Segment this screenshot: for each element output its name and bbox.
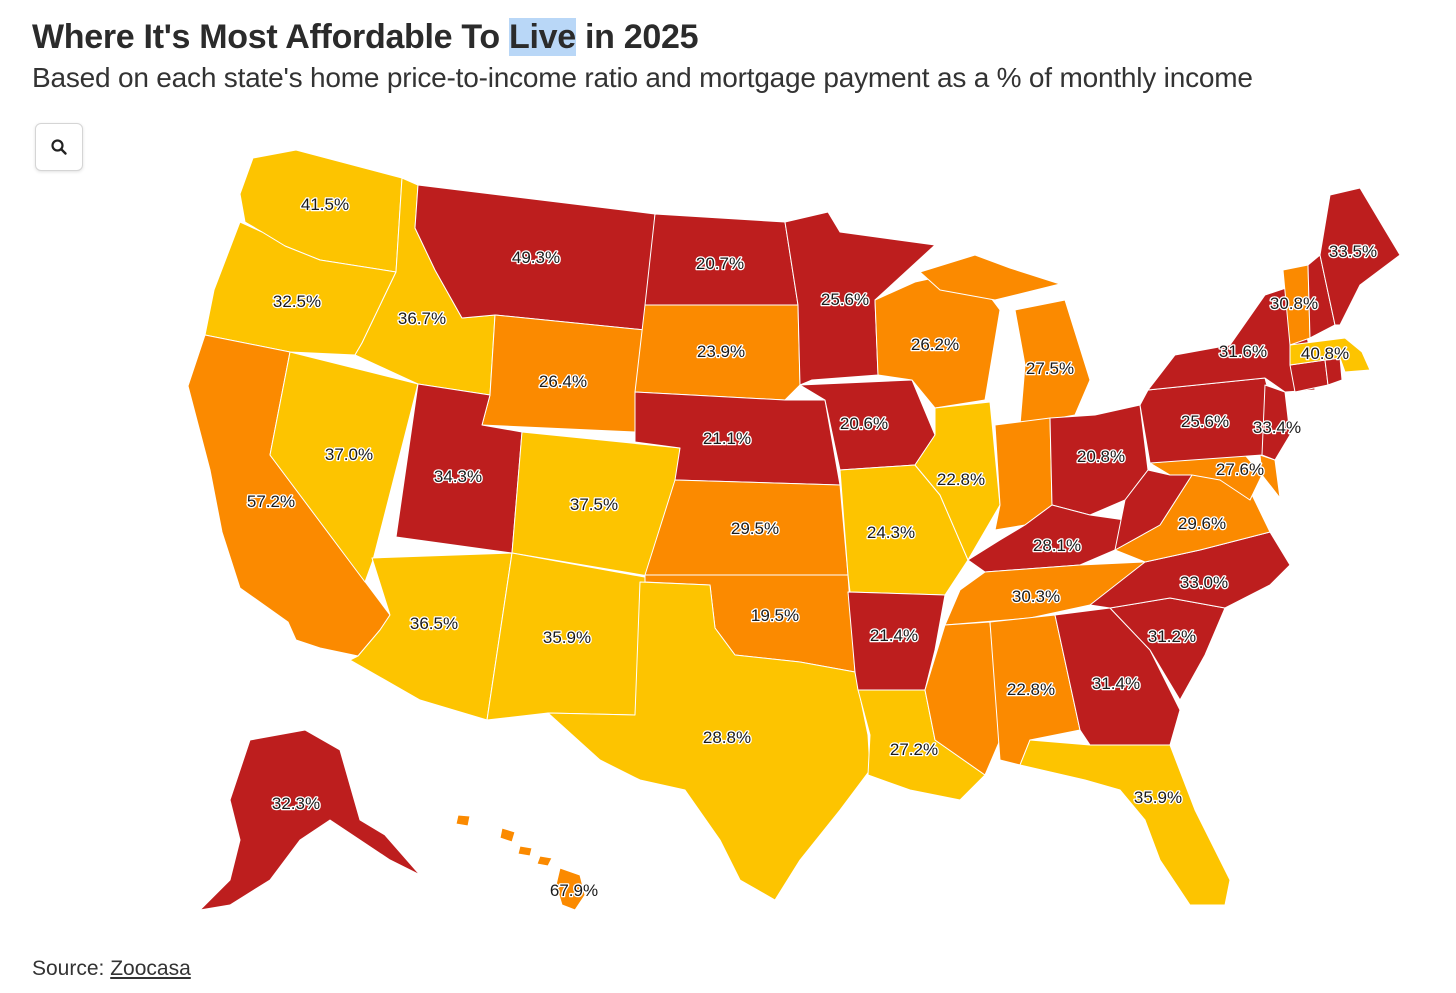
state-label-ar: 21.4% [870, 626, 918, 645]
state-label-ak: 32.3% [272, 794, 320, 813]
state-label-la: 27.2% [890, 740, 938, 759]
state-label-md: 27.6% [1216, 460, 1264, 479]
state-value-labels: 41.5% 32.5% 57.2% 37.0% 36.7% 49.3% 26.4% 34.3%… [246, 194, 1379, 902]
state-label-ok: 19.5% [751, 606, 799, 625]
zoom-button[interactable] [35, 123, 83, 171]
state-hi[interactable] [455, 814, 586, 911]
state-label-nc: 33.0% [1180, 573, 1228, 592]
source-link[interactable]: Zoocasa [110, 957, 191, 980]
state-sd[interactable] [634, 304, 801, 401]
state-label-mo: 24.3% [867, 523, 915, 542]
state-label-ca: 57.2% [247, 492, 295, 511]
state-il[interactable] [914, 401, 1001, 561]
state-label-vt: 30.8% [1270, 294, 1318, 313]
state-shapes [187, 149, 1401, 911]
state-label-hi: 67.9% [550, 881, 598, 900]
state-label-ky: 28.1% [1033, 536, 1081, 555]
state-label-id: 36.7% [398, 309, 446, 328]
state-label-wy: 26.4% [539, 372, 587, 391]
state-label-mn: 25.6% [821, 290, 869, 309]
chart-title: Where It's Most Affordable To Live in 20… [32, 18, 698, 57]
chart-subtitle: Based on each state's home price-to-inco… [32, 62, 1253, 93]
source-label: Source: [32, 957, 111, 980]
state-fl[interactable] [1019, 739, 1231, 906]
state-tx[interactable] [547, 581, 871, 901]
state-label-fl: 35.9% [1134, 788, 1182, 807]
state-label-wa: 41.5% [301, 195, 349, 214]
state-label-ny: 31.6% [1219, 342, 1267, 361]
state-label-ia: 20.6% [840, 414, 888, 433]
state-label-or: 32.5% [273, 292, 321, 311]
state-me[interactable] [1319, 187, 1401, 326]
state-label-wi: 26.2% [911, 335, 959, 354]
state-label-ks: 29.5% [731, 519, 779, 538]
state-nv[interactable] [269, 351, 419, 583]
state-label-va: 29.6% [1178, 514, 1226, 533]
title-text-end: in 2025 [575, 18, 699, 56]
state-ct[interactable] [1289, 359, 1329, 393]
state-label-pa: 25.6% [1181, 412, 1229, 431]
state-mi[interactable] [919, 254, 1091, 426]
state-label-sc: 31.2% [1148, 627, 1196, 646]
state-label-tx: 28.8% [703, 728, 751, 747]
state-label-co: 37.5% [570, 495, 618, 514]
state-label-ma: 40.8% [1301, 344, 1349, 363]
state-ma[interactable] [1289, 337, 1371, 373]
state-label-nm: 35.9% [543, 628, 591, 647]
state-label-nd: 20.7% [696, 254, 744, 273]
state-label-al: 22.8% [1007, 680, 1055, 699]
state-md[interactable] [1149, 454, 1263, 501]
state-label-me: 33.5% [1329, 242, 1377, 261]
title-highlighted-word: Live [508, 18, 576, 56]
state-label-mi: 27.5% [1026, 359, 1074, 378]
state-label-oh: 20.8% [1077, 447, 1125, 466]
state-label-tn: 30.3% [1012, 587, 1060, 606]
state-label-nv: 37.0% [325, 445, 373, 464]
state-nj[interactable] [1261, 384, 1291, 461]
state-label-sd: 23.9% [697, 342, 745, 361]
state-label-ga: 31.4% [1092, 674, 1140, 693]
state-wy[interactable] [481, 314, 646, 433]
state-ak[interactable] [199, 729, 421, 911]
state-az[interactable] [349, 552, 513, 721]
title-text-start: Where It's Most Affordable To [32, 18, 509, 56]
state-label-mt: 49.3% [512, 248, 560, 267]
state-label-ne: 21.1% [703, 429, 751, 448]
state-label-nj: 33.4% [1253, 418, 1301, 437]
state-label-ut: 34.3% [434, 467, 482, 486]
search-icon [51, 139, 67, 155]
state-label-az: 36.5% [410, 614, 458, 633]
source-note: Source: Zoocasa [32, 957, 191, 981]
state-label-il: 22.8% [937, 470, 985, 489]
